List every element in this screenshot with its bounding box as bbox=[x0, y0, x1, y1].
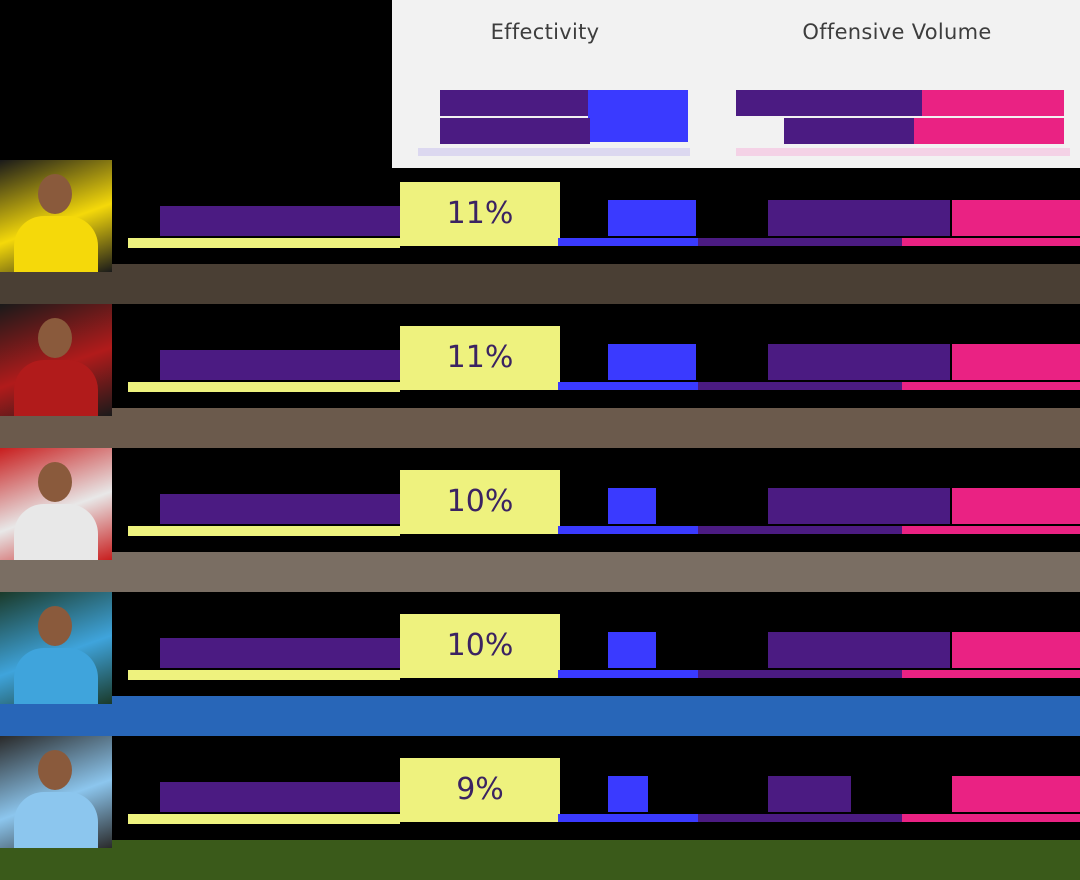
volume-baseline bbox=[698, 382, 902, 390]
column-title-effectivity: Effectivity bbox=[440, 20, 650, 44]
player-head bbox=[38, 462, 72, 502]
legend-effectivity-top bbox=[440, 90, 588, 116]
effectivity-value: 11% bbox=[400, 326, 560, 390]
name-underline bbox=[128, 526, 400, 536]
volume-secondary-bar bbox=[952, 632, 1080, 668]
legend-volume-pink-lower bbox=[914, 118, 1064, 144]
player-head bbox=[38, 750, 72, 790]
volume-baseline bbox=[698, 814, 902, 822]
table-row: 11% bbox=[0, 296, 1080, 440]
player-photo bbox=[0, 736, 112, 848]
volume-secondary-baseline bbox=[902, 526, 1080, 534]
table-row: 11% bbox=[0, 152, 1080, 296]
effectivity-value: 10% bbox=[400, 470, 560, 534]
name-underline bbox=[128, 382, 400, 392]
volume-secondary-bar bbox=[952, 488, 1080, 524]
player-shirt bbox=[14, 792, 98, 848]
volume-baseline bbox=[698, 526, 902, 534]
player-name bbox=[160, 206, 400, 236]
table-row: 10% bbox=[0, 584, 1080, 728]
volume-baseline bbox=[698, 670, 902, 678]
volume-bar bbox=[768, 776, 851, 812]
legend-effectivity-bottom bbox=[440, 118, 590, 144]
volume-bar bbox=[768, 632, 950, 668]
effectivity-bar bbox=[608, 344, 696, 380]
effectivity-value: 9% bbox=[400, 758, 560, 822]
effectivity-bar bbox=[608, 632, 656, 668]
volume-bar bbox=[768, 488, 950, 524]
player-name bbox=[160, 350, 400, 380]
player-shirt bbox=[14, 504, 98, 560]
name-underline bbox=[128, 814, 400, 824]
table-row: 9% bbox=[0, 728, 1080, 872]
volume-secondary-baseline bbox=[902, 814, 1080, 822]
effectivity-baseline bbox=[558, 814, 698, 822]
volume-secondary-bar bbox=[952, 200, 1080, 236]
effectivity-bar bbox=[608, 200, 696, 236]
table-row: 10% bbox=[0, 440, 1080, 584]
column-title-offensive-volume: Offensive Volume bbox=[780, 20, 1014, 44]
legend-volume-top bbox=[736, 90, 922, 116]
volume-secondary-bar bbox=[952, 344, 1080, 380]
effectivity-bar bbox=[608, 776, 648, 812]
effectivity-baseline bbox=[558, 238, 698, 246]
legend-volume-bottom bbox=[784, 118, 914, 144]
player-photo bbox=[0, 304, 112, 416]
effectivity-baseline bbox=[558, 382, 698, 390]
effectivity-baseline bbox=[558, 526, 698, 534]
player-name bbox=[160, 782, 400, 812]
legend-volume-pink bbox=[922, 90, 1064, 116]
volume-secondary-baseline bbox=[902, 670, 1080, 678]
row-band bbox=[0, 840, 1080, 880]
volume-bar bbox=[768, 200, 950, 236]
effectivity-bar bbox=[608, 488, 656, 524]
player-head bbox=[38, 606, 72, 646]
volume-secondary-baseline bbox=[902, 238, 1080, 246]
volume-bar bbox=[768, 344, 950, 380]
player-photo bbox=[0, 448, 112, 560]
name-underline bbox=[128, 670, 400, 680]
player-head bbox=[38, 174, 72, 214]
player-name bbox=[160, 494, 400, 524]
player-photo bbox=[0, 160, 112, 272]
player-photo bbox=[0, 592, 112, 704]
player-head bbox=[38, 318, 72, 358]
legend-effectivity-blue bbox=[588, 90, 688, 142]
volume-secondary-bar bbox=[952, 776, 1080, 812]
volume-baseline bbox=[698, 238, 902, 246]
effectivity-value: 11% bbox=[400, 182, 560, 246]
volume-secondary-baseline bbox=[902, 382, 1080, 390]
player-shirt bbox=[14, 216, 98, 272]
player-shirt bbox=[14, 360, 98, 416]
name-underline bbox=[128, 238, 400, 248]
effectivity-baseline bbox=[558, 670, 698, 678]
effectivity-value: 10% bbox=[400, 614, 560, 678]
player-name bbox=[160, 638, 400, 668]
player-shirt bbox=[14, 648, 98, 704]
